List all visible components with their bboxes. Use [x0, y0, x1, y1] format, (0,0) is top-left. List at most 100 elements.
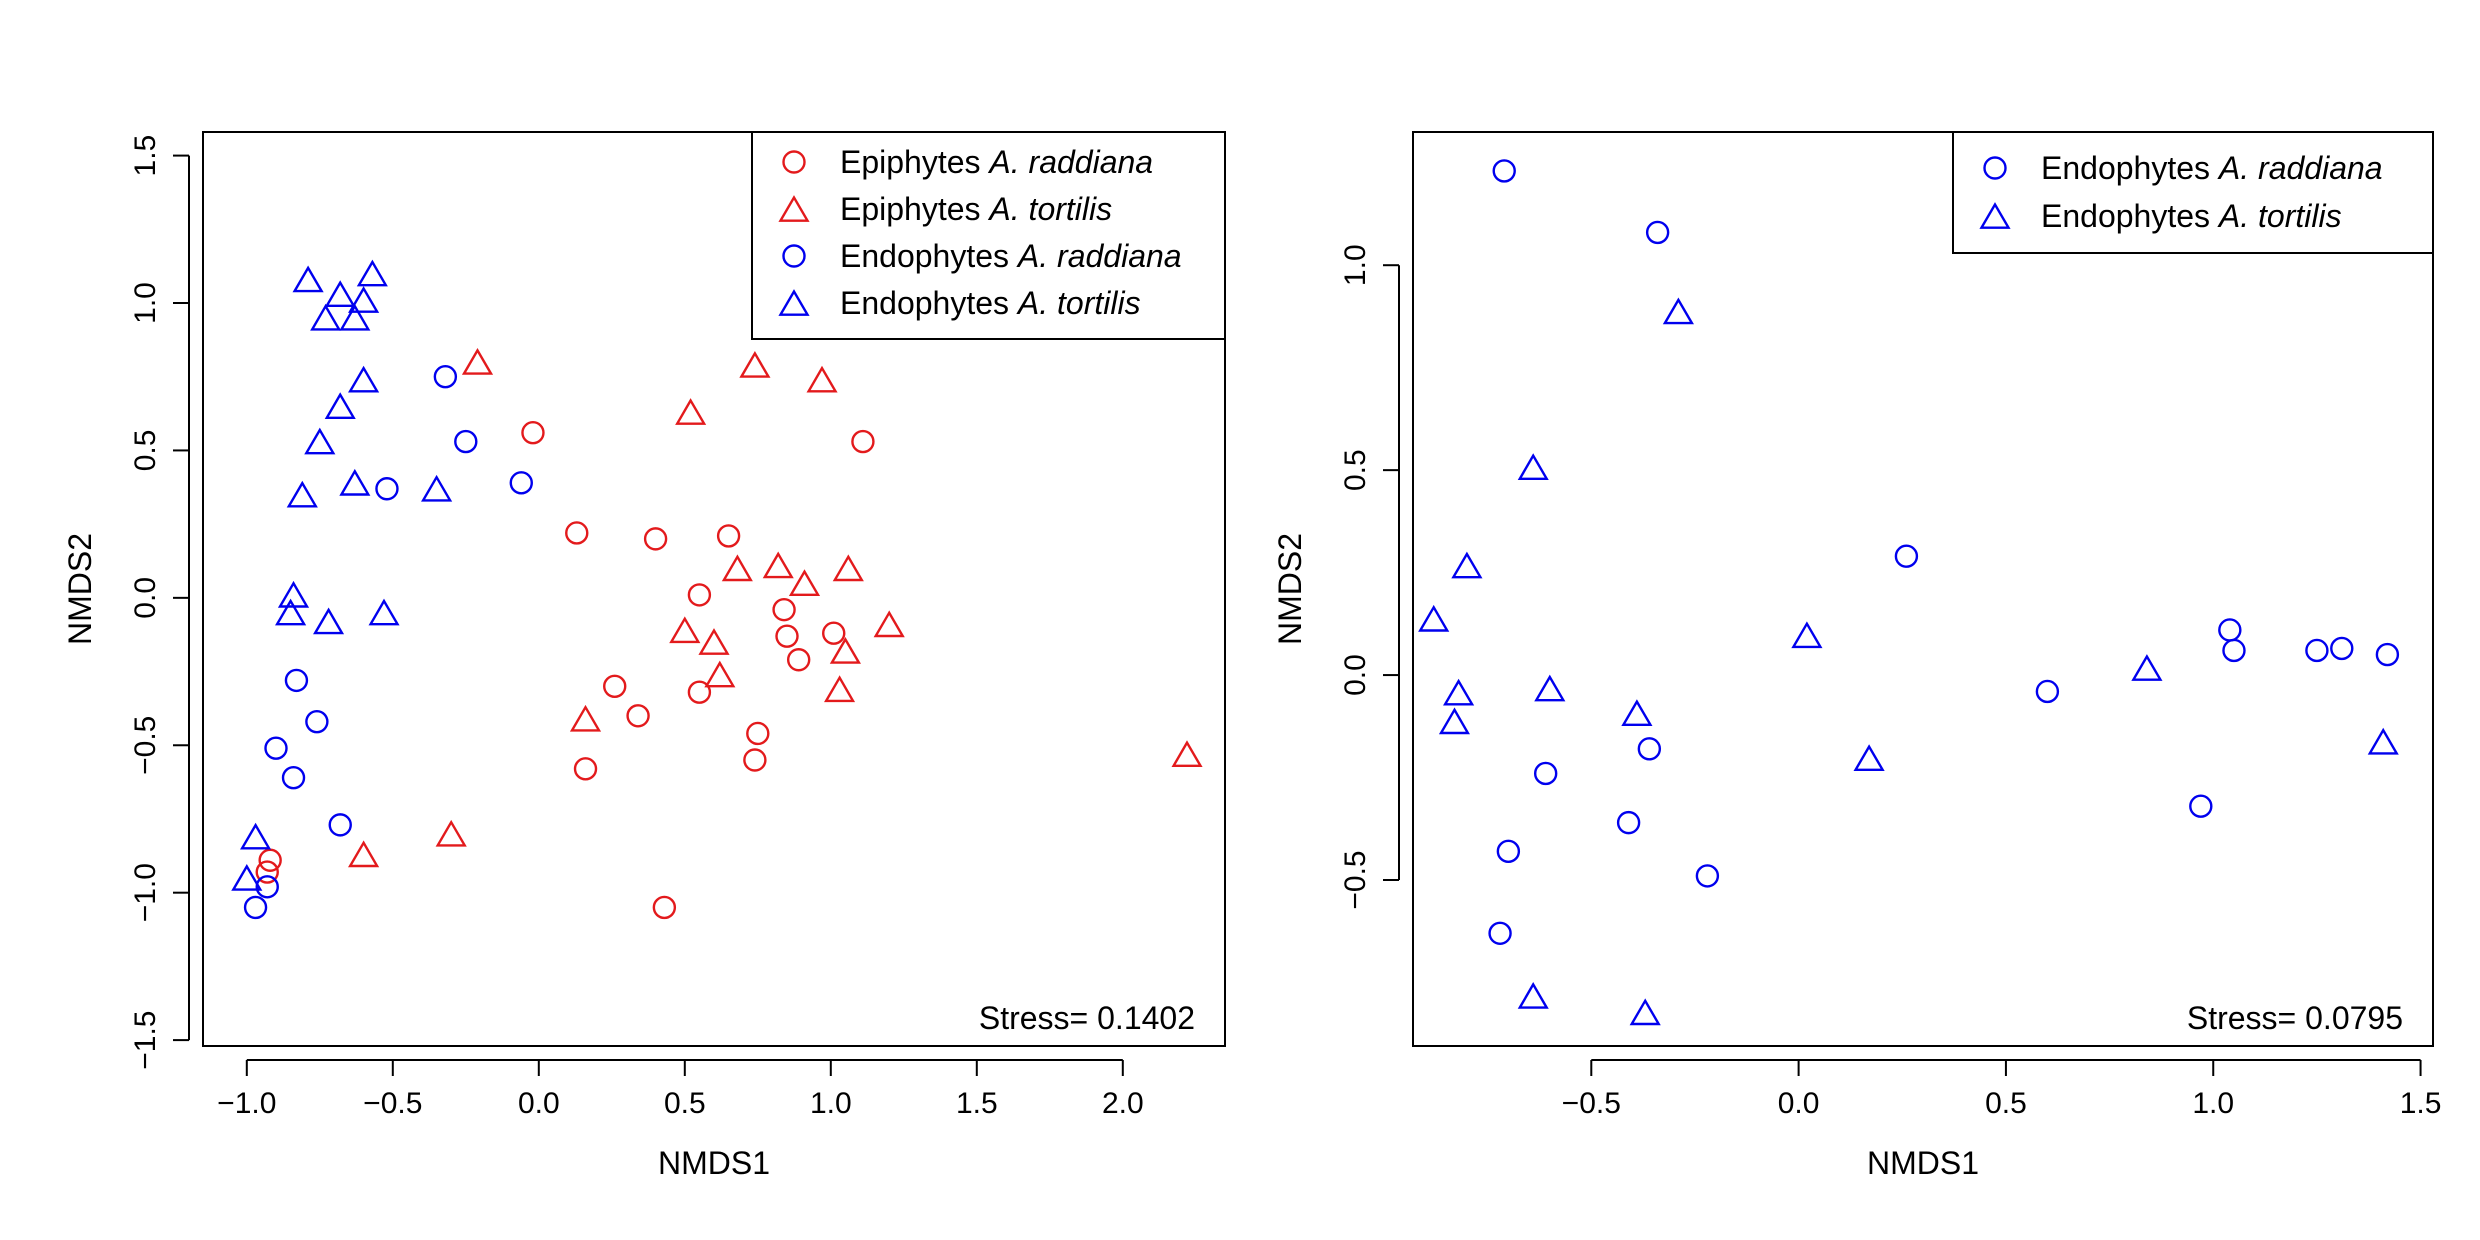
legend-entry: Epiphytes A. raddiana	[840, 144, 1153, 180]
y-tick-label: 0.0	[129, 577, 162, 619]
data-point	[313, 607, 345, 635]
y-tick-label: −0.5	[129, 716, 162, 775]
x-tick-label: 1.5	[2400, 1087, 2442, 1120]
legend-entry: Endophytes A. tortilis	[2041, 198, 2342, 234]
y-tick-label: 1.0	[1339, 244, 1372, 286]
legend-space	[981, 144, 990, 180]
data-point	[240, 822, 272, 850]
data-point	[626, 704, 650, 728]
data-point	[264, 736, 288, 760]
right-nmds-panel: −0.5 0.0 0.5 1.0 1.5 −0.5 0.0 0.5 1.0 NMDS1 NMDS2 E…	[1272, 131, 2442, 1181]
data-point	[2131, 654, 2163, 681]
data-point	[328, 813, 352, 837]
data-point	[1621, 699, 1653, 726]
y-tick-label: 1.5	[129, 135, 162, 177]
legend-marker	[1983, 156, 2007, 180]
legend-species: A. tortilis	[1016, 285, 1141, 321]
legend-space	[1009, 285, 1018, 321]
x-tick-label: 0.5	[1985, 1087, 2027, 1120]
data-point	[746, 721, 770, 746]
data-point	[1791, 621, 1823, 649]
data-point	[339, 468, 371, 496]
data-point	[454, 429, 478, 454]
y-tick-label: 1.0	[129, 282, 162, 324]
data-point	[275, 598, 307, 626]
legend-group: Endophytes	[2041, 198, 2210, 234]
legend-marker	[782, 150, 806, 174]
data-point	[643, 527, 668, 551]
data-point	[786, 648, 811, 672]
data-point	[286, 480, 318, 508]
x-tick-label: 1.0	[2192, 1087, 2234, 1120]
data-point	[281, 765, 306, 790]
data-point	[806, 365, 838, 393]
legend-species: A. tortilis	[987, 191, 1112, 227]
legend-marker	[778, 195, 810, 222]
data-point	[1629, 998, 1661, 1026]
x-tick-label: −0.5	[363, 1087, 422, 1120]
data-point	[284, 668, 309, 693]
data-point	[324, 392, 356, 419]
data-point	[304, 427, 336, 455]
left-nmds-panel: −1.0 −0.5 0.0 0.5 1.0 1.5 2.0 −1.5 −1.0 −0.5 0.0 0.…	[62, 131, 1226, 1181]
y-axis-title: NMDS2	[62, 533, 98, 645]
legend-group: Epiphytes	[840, 144, 981, 180]
data-point	[1488, 921, 1512, 945]
legend-space	[2210, 150, 2219, 186]
legend-species: A. raddiana	[2217, 150, 2383, 186]
legend-group: Endophytes	[2041, 150, 2210, 186]
data-point	[277, 580, 310, 608]
data-point	[255, 875, 279, 899]
legend-entry: Epiphytes A. tortilis	[840, 191, 1112, 227]
data-point	[1492, 159, 1516, 183]
data-point	[258, 848, 282, 872]
data-point	[603, 674, 627, 698]
x-tick-label: 0.0	[518, 1087, 560, 1120]
data-point	[356, 259, 388, 287]
data-point	[1534, 674, 1566, 702]
data-point	[255, 860, 279, 884]
data-point	[1616, 810, 1641, 835]
data-point	[1662, 297, 1694, 325]
legend-species: A. raddiana	[987, 144, 1153, 180]
data-point	[569, 704, 602, 732]
data-point	[788, 569, 821, 596]
legend-space	[1009, 238, 1018, 274]
x-tick-label: 1.0	[810, 1087, 852, 1120]
plot-frame	[1412, 131, 2434, 1047]
data-point	[348, 365, 380, 393]
legend-species: A. tortilis	[2217, 198, 2342, 234]
data-point	[1418, 604, 1450, 632]
data-point	[461, 348, 494, 375]
data-point	[310, 303, 342, 331]
data-point	[873, 610, 905, 638]
data-point	[565, 521, 589, 545]
legend-species: A. raddiana	[1016, 238, 1182, 274]
legend-box	[1952, 131, 2434, 254]
data-point	[1533, 761, 1558, 786]
data-point	[368, 598, 400, 626]
legend-marker	[778, 289, 810, 316]
legend-marker	[1979, 202, 2011, 229]
data-point	[375, 477, 399, 501]
data-point	[716, 524, 741, 548]
y-tick-label: −1.5	[129, 1010, 162, 1069]
plot-frame	[202, 131, 1226, 1047]
data-point	[698, 628, 730, 655]
legend-group: Epiphytes	[840, 191, 981, 227]
x-tick-label: 1.5	[956, 1087, 998, 1120]
data-point	[762, 551, 794, 579]
x-axis-title: NMDS1	[1867, 1145, 1979, 1181]
data-point	[704, 660, 736, 688]
data-point	[305, 709, 329, 734]
x-tick-label: 0.0	[1778, 1087, 1820, 1120]
data-point	[292, 265, 324, 293]
x-tick-label: −1.0	[217, 1087, 276, 1120]
data-point	[2367, 727, 2399, 755]
data-point	[669, 616, 701, 644]
y-tick-label: 0.0	[1339, 654, 1372, 696]
data-point	[824, 675, 856, 703]
data-point	[1443, 678, 1475, 706]
data-point	[652, 895, 677, 920]
